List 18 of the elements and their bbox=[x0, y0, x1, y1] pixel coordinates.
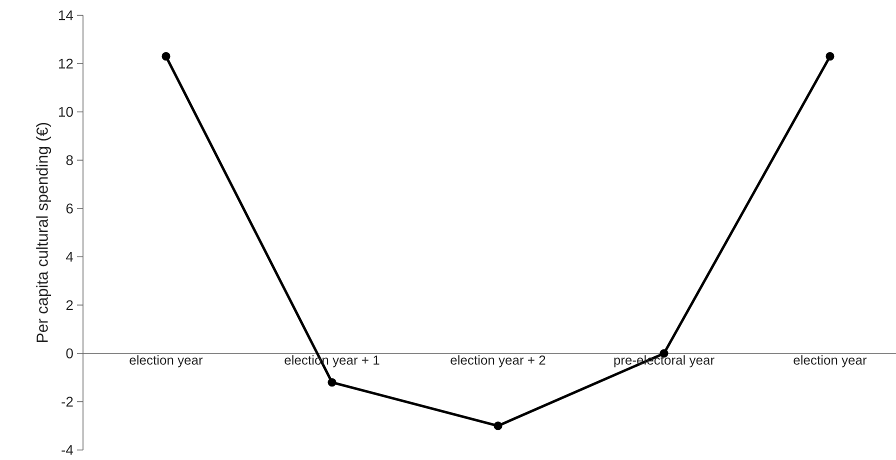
point bbox=[494, 422, 502, 430]
y-tick-label: 2 bbox=[66, 300, 73, 310]
x-tick-label: election year + 2 bbox=[450, 355, 546, 368]
y-tick-label: 10 bbox=[58, 106, 73, 117]
x-tick-label: election year bbox=[794, 355, 867, 368]
x-tick-label: election year bbox=[130, 355, 203, 368]
point bbox=[328, 378, 336, 387]
point bbox=[162, 52, 170, 61]
y-tick-label: -2 bbox=[62, 396, 73, 407]
y-tick-label: 6 bbox=[66, 204, 73, 214]
y-tick-label: 14 bbox=[58, 10, 74, 20]
y-tick-label: 0 bbox=[66, 348, 73, 358]
y-axis-title: Per capita cultural spending (€) bbox=[36, 122, 52, 342]
y-tick-label: 12 bbox=[58, 58, 73, 68]
point bbox=[826, 52, 834, 61]
y-tick-label: 8 bbox=[66, 155, 73, 166]
y-tick-label: 4 bbox=[66, 252, 74, 262]
y-tick-label: -4 bbox=[62, 445, 74, 455]
